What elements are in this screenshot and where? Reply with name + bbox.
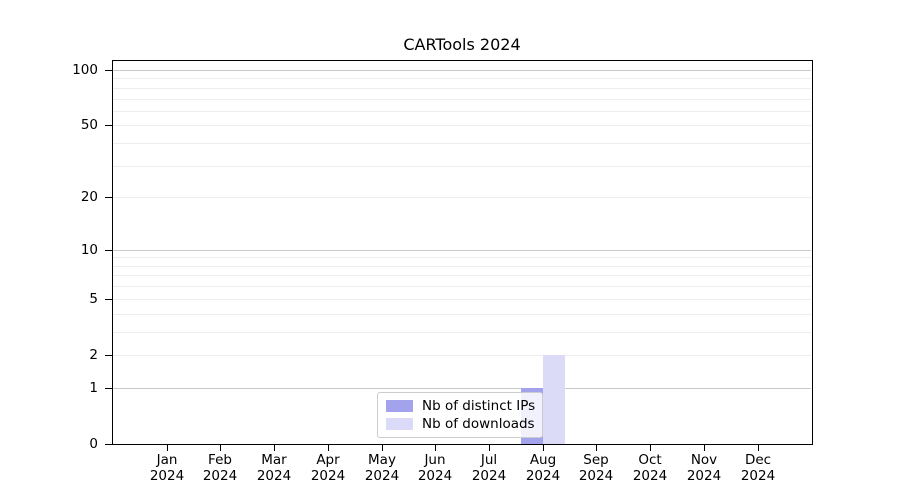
legend-label-downloads: Nb of downloads	[422, 416, 535, 432]
legend-label-distinct-ips: Nb of distinct IPs	[422, 398, 536, 414]
x-tick	[220, 445, 221, 451]
x-tick	[274, 445, 275, 451]
y-tick-label: 5	[89, 291, 98, 307]
major-gridline	[113, 70, 811, 71]
x-tick	[435, 445, 436, 451]
bar-aug-series-1	[543, 355, 565, 444]
minor-gridline	[113, 266, 811, 267]
minor-gridline	[113, 332, 811, 333]
legend-swatch-downloads-icon	[386, 418, 413, 430]
x-tick	[650, 445, 651, 451]
x-tick-label-month: Feb	[208, 452, 232, 468]
minor-gridline	[113, 99, 811, 100]
x-tick-label-year: 2024	[417, 467, 453, 484]
gridlines-layer	[113, 61, 811, 444]
minor-gridline	[113, 257, 811, 258]
x-tick	[328, 445, 329, 451]
chart-title: CARTools 2024	[403, 35, 521, 54]
minor-gridline	[113, 286, 811, 287]
minor-gridline	[113, 355, 811, 356]
minor-gridline	[113, 88, 811, 89]
x-tick-label: May 2024	[347, 452, 417, 484]
minor-gridline	[113, 78, 811, 79]
x-tick-label-month: Mar	[261, 452, 287, 468]
y-tick-label: 20	[80, 189, 98, 205]
y-tick-label: 2	[89, 347, 98, 363]
x-tick-label-year: 2024	[256, 467, 292, 484]
plot-area	[112, 60, 813, 445]
x-tick-label: Aug 2024	[508, 452, 578, 484]
legend: Nb of distinct IPs Nb of downloads	[377, 392, 543, 438]
y-tick	[105, 388, 112, 389]
legend-item-downloads: Nb of downloads	[386, 416, 535, 432]
x-tick-label-month: Dec	[744, 452, 772, 468]
x-tick-label: Nov 2024	[669, 452, 739, 484]
x-tick-label: Sep 2024	[561, 452, 631, 484]
x-tick-label-month: Aug	[529, 452, 557, 468]
x-tick-label: Jun 2024	[400, 452, 470, 484]
y-tick	[105, 125, 112, 126]
x-tick-label-month: Oct	[638, 452, 662, 468]
minor-gridline	[113, 166, 811, 167]
legend-item-distinct-ips: Nb of distinct IPs	[386, 398, 536, 414]
x-tick	[489, 445, 490, 451]
x-tick-label-month: Apr	[316, 452, 340, 468]
x-tick-label-year: 2024	[525, 467, 561, 484]
x-tick-label-year: 2024	[686, 467, 722, 484]
y-tick	[105, 299, 112, 300]
x-tick-label-year: 2024	[471, 467, 507, 484]
x-tick-label-month: Nov	[690, 452, 718, 468]
x-tick-label-month: Jul	[480, 452, 498, 468]
minor-gridline	[113, 125, 811, 126]
minor-gridline	[113, 143, 811, 144]
x-tick-label: Feb 2024	[185, 452, 255, 484]
minor-gridline	[113, 197, 811, 198]
minor-gridline	[113, 275, 811, 276]
x-tick-label: Jan 2024	[132, 452, 202, 484]
x-tick	[596, 445, 597, 451]
legend-swatch-distinct-ips-icon	[386, 400, 413, 412]
y-tick	[105, 444, 112, 445]
x-tick-label-year: 2024	[740, 467, 776, 484]
y-tick	[105, 355, 112, 356]
minor-gridline	[113, 314, 811, 315]
y-tick-label: 0	[89, 436, 98, 452]
y-tick	[105, 70, 112, 71]
x-tick-label-year: 2024	[578, 467, 614, 484]
x-tick-label: Apr 2024	[293, 452, 363, 484]
x-tick-label-month: Jun	[424, 452, 446, 468]
x-tick	[704, 445, 705, 451]
y-tick-label: 100	[72, 62, 98, 78]
x-tick-label: Oct 2024	[615, 452, 685, 484]
x-tick-label-year: 2024	[632, 467, 668, 484]
x-tick-label-month: May	[368, 452, 396, 468]
y-tick-label: 10	[80, 242, 98, 258]
x-tick-label-month: Jan	[156, 452, 178, 468]
y-tick	[105, 197, 112, 198]
major-gridline	[113, 388, 811, 389]
x-tick-label-month: Sep	[583, 452, 609, 468]
y-tick-label: 50	[80, 117, 98, 133]
x-tick	[758, 445, 759, 451]
y-tick	[105, 250, 112, 251]
x-tick-label-year: 2024	[310, 467, 346, 484]
x-tick	[382, 445, 383, 451]
y-tick-label: 1	[89, 380, 98, 396]
x-tick-label-year: 2024	[149, 467, 185, 484]
x-tick-label-year: 2024	[364, 467, 400, 484]
x-tick-label-year: 2024	[202, 467, 238, 484]
x-tick	[543, 445, 544, 451]
x-tick-label: Dec 2024	[723, 452, 793, 484]
minor-gridline	[113, 299, 811, 300]
x-tick-label: Mar 2024	[239, 452, 309, 484]
major-gridline	[113, 250, 811, 251]
x-tick-label: Jul 2024	[454, 452, 524, 484]
x-tick	[167, 445, 168, 451]
minor-gridline	[113, 111, 811, 112]
